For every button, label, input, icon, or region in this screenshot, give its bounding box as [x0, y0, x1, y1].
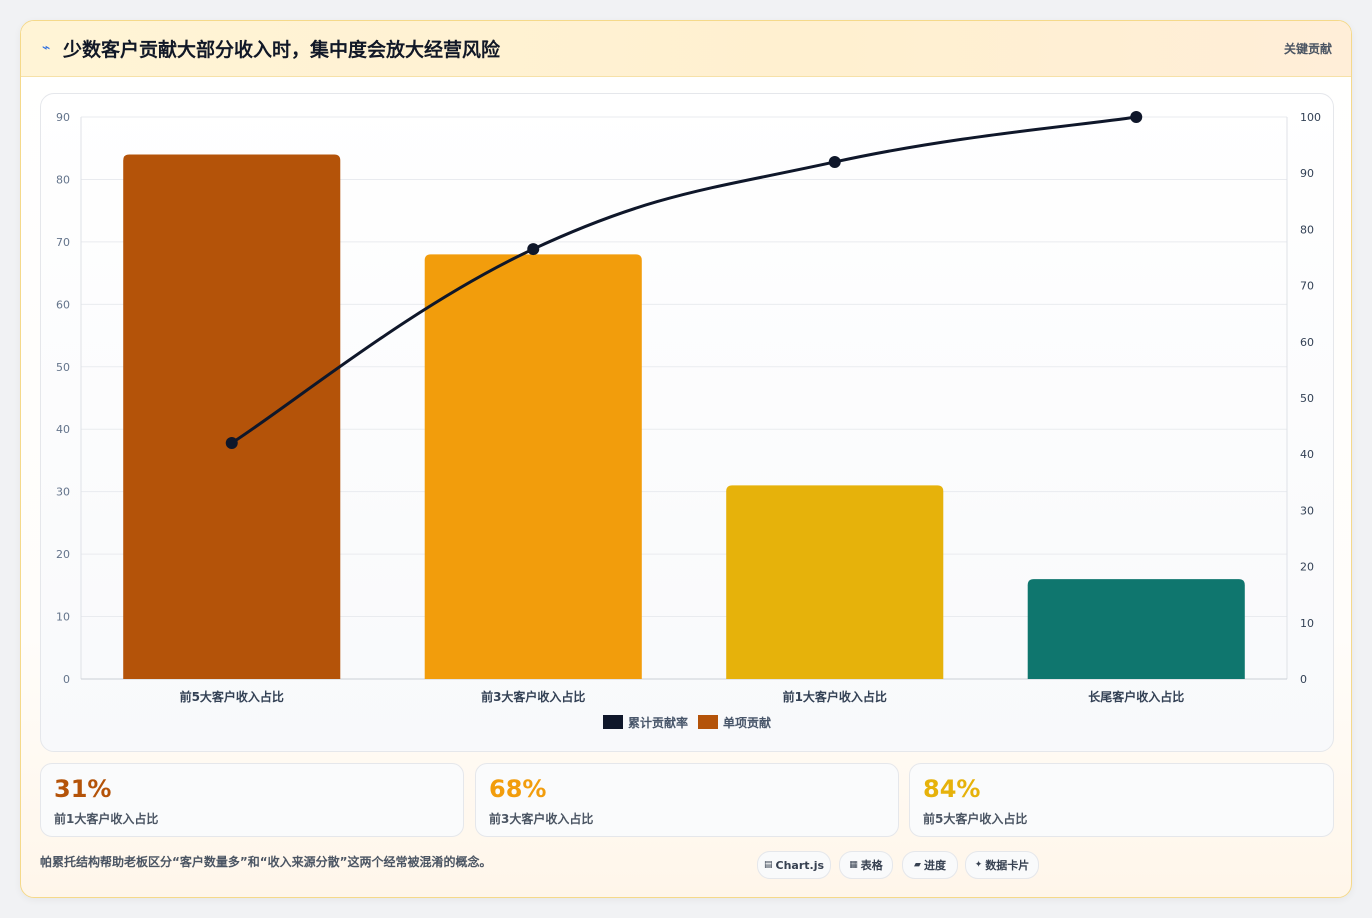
- stat-card-top5: 84% 前5大客户收入占比: [909, 763, 1334, 837]
- bar: [1027, 579, 1245, 679]
- y-tick-left: 50: [56, 361, 70, 374]
- y-tick-left: 0: [63, 673, 70, 686]
- cumulative-point: [828, 155, 841, 168]
- pareto-chart: 0 10 20 30 40 50 60 70 80 90 0 10 20 30 40 50 60 70 80 90 10…: [56, 111, 1321, 730]
- y-tick-left: 60: [56, 298, 70, 311]
- lightning-icon: ⌁: [42, 40, 51, 56]
- footnote: 帕累托结构帮助老板区分“客户数量多”和“收入来源分散”这两个经常被混淆的概念。: [40, 855, 492, 869]
- x-tick-label: 前1大客户收入占比: [783, 689, 887, 704]
- y-tick-right: 70: [1300, 280, 1314, 293]
- pill-chartjs[interactable]: ▤ Chart.js: [757, 851, 831, 879]
- bar: [424, 254, 642, 679]
- sparkle-icon: ✦: [974, 860, 983, 870]
- y-tick-left: 80: [56, 173, 70, 186]
- progress-icon: ▰: [914, 860, 921, 870]
- page-title: 少数客户贡献大部分收入时，集中度会放大经营风险: [63, 39, 501, 61]
- pill-table[interactable]: ▦ 表格: [839, 851, 893, 879]
- y-tick-right: 100: [1300, 111, 1321, 124]
- pill-label: 数据卡片: [985, 859, 1030, 872]
- stat-label: 前5大客户收入占比: [923, 812, 1028, 826]
- pill-datacards[interactable]: ✦ 数据卡片: [965, 851, 1039, 879]
- cumulative-point: [225, 436, 238, 449]
- card-header: ⌁ 少数客户贡献大部分收入时，集中度会放大经营风险 关键贡献: [21, 21, 1351, 77]
- report-card: ⌁ 少数客户贡献大部分收入时，集中度会放大经营风险 关键贡献 0 10 20 30 40…: [20, 20, 1352, 898]
- y-tick-left: 40: [56, 423, 70, 436]
- x-tick-label: 前5大客户收入占比: [180, 689, 284, 704]
- bar: [726, 485, 944, 679]
- pill-progress[interactable]: ▰ 进度: [902, 851, 958, 879]
- stat-value: 31%: [54, 775, 112, 803]
- stat-label: 前1大客户收入占比: [54, 812, 159, 826]
- y-tick-right: 0: [1300, 673, 1307, 686]
- legend-label: 单项贡献: [723, 715, 771, 730]
- y-tick-right: 80: [1300, 223, 1314, 236]
- bar: [123, 154, 341, 679]
- cumulative-point: [527, 243, 540, 256]
- x-tick-label: 前3大客户收入占比: [481, 689, 585, 704]
- cumulative-point: [1130, 111, 1143, 123]
- stat-card-top3: 68% 前3大客户收入占比: [475, 763, 899, 837]
- stat-value: 68%: [489, 775, 547, 803]
- y-tick-right: 40: [1300, 448, 1314, 461]
- y-tick-right: 90: [1300, 167, 1314, 180]
- legend-swatch: [698, 715, 718, 729]
- y-tick-left: 10: [56, 611, 70, 624]
- cumulative-line: [230, 115, 1137, 445]
- stat-label: 前3大客户收入占比: [489, 812, 594, 826]
- y-tick-left: 70: [56, 236, 70, 249]
- y-tick-right: 20: [1300, 561, 1314, 574]
- stat-value: 84%: [923, 775, 981, 803]
- table-icon: ▦: [849, 860, 858, 870]
- pill-label: 表格: [860, 859, 883, 872]
- header-tag: 关键贡献: [1283, 42, 1332, 56]
- x-tick-label: 长尾客户收入占比: [1088, 689, 1184, 704]
- y-tick-right: 60: [1300, 336, 1314, 349]
- pill-label: 进度: [923, 859, 946, 872]
- chart-icon: ▤: [763, 860, 773, 870]
- y-tick-left: 90: [56, 111, 70, 124]
- legend-swatch: [603, 715, 623, 729]
- y-tick-left: 20: [56, 548, 70, 561]
- legend-label: 累计贡献率: [628, 715, 688, 730]
- y-tick-right: 50: [1300, 392, 1314, 405]
- stat-card-top1: 31% 前1大客户收入占比: [40, 763, 464, 837]
- pill-label: Chart.js: [775, 858, 825, 872]
- y-tick-left: 30: [56, 486, 70, 499]
- y-tick-right: 10: [1300, 617, 1314, 630]
- chart-panel: 0 10 20 30 40 50 60 70 80 90 0 10 20 30 40 50 60 70 80 90 10…: [40, 93, 1334, 752]
- y-tick-right: 30: [1300, 504, 1314, 517]
